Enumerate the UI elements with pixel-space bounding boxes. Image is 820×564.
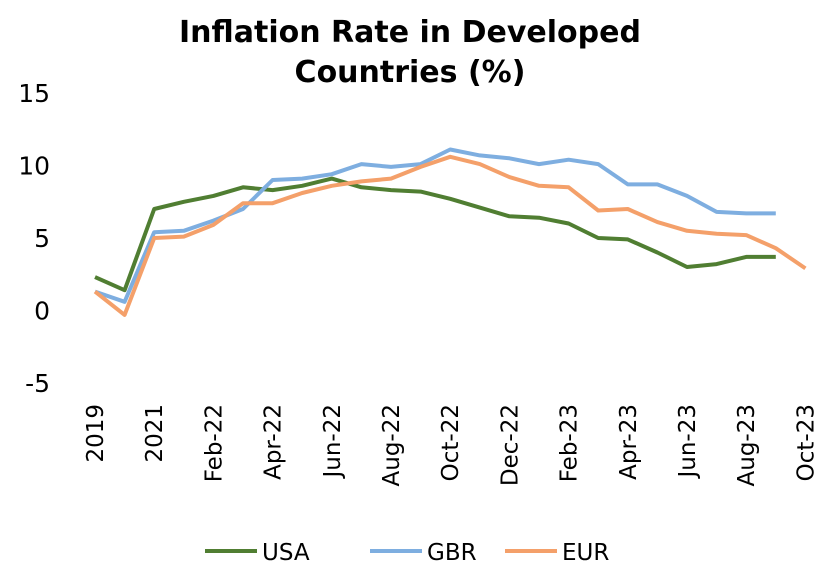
x-tick-label: Jun-22 [320, 404, 346, 480]
y-tick-label: 0 [34, 297, 50, 326]
x-tick-label: Oct-23 [793, 404, 819, 481]
x-tick-label: Apr-22 [261, 404, 287, 480]
x-tick-label: Aug-22 [379, 404, 405, 486]
chart-title: Inflation Rate in Developed [179, 15, 641, 50]
y-tick-label: 10 [18, 152, 50, 181]
y-tick-label: -5 [25, 369, 50, 398]
legend-label: EUR [562, 540, 609, 564]
x-tick-label: Dec-22 [497, 404, 523, 486]
chart-title: Countries (%) [295, 55, 526, 90]
x-tick-label: Jun-23 [675, 404, 701, 480]
legend-label: USA [262, 540, 310, 564]
x-tick-label: 2019 [83, 404, 109, 463]
line-series [94, 147, 776, 304]
x-tick-label: Aug-23 [734, 404, 760, 486]
x-tick-label: Feb-22 [201, 404, 227, 482]
y-tick-label: 15 [18, 79, 50, 108]
legend-label: GBR [427, 540, 477, 564]
y-tick-label: 5 [34, 224, 50, 253]
x-tick-label: Feb-23 [557, 404, 583, 482]
x-tick-label: 2021 [142, 404, 168, 463]
x-tick-label: Oct-22 [438, 404, 464, 481]
line-series [94, 176, 776, 293]
x-tick-label: Apr-23 [616, 404, 642, 480]
line-series [93, 154, 807, 317]
